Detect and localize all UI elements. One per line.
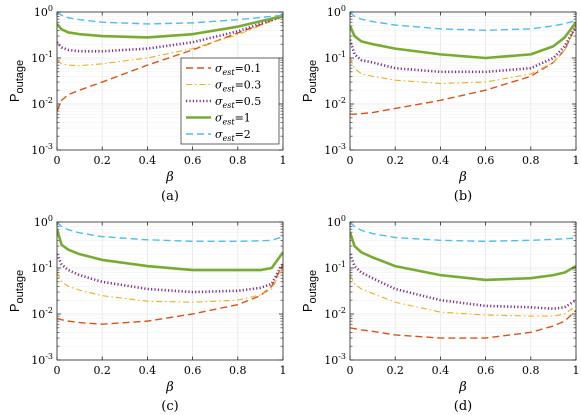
series-line-2 — [350, 25, 576, 84]
x-tick-label: 0.8 — [229, 154, 247, 167]
y-tick-label: 10-1 — [31, 260, 53, 275]
series-line-1 — [350, 25, 576, 115]
panel-caption: (a) — [161, 189, 179, 204]
x-tick-label: 1 — [573, 154, 580, 167]
y-tick-label: 10-1 — [31, 50, 53, 65]
y-tick-label: 100 — [34, 214, 53, 229]
series-line-4 — [350, 231, 576, 282]
y-tick-label: 10-3 — [31, 142, 53, 157]
plot-area — [350, 222, 576, 360]
chart-panel-c: 0 0.2 0.4 0.6 0.8 1 100 10-1 10-2 10-3 β Poutage (c) — [7, 214, 287, 414]
x-tick-label: 0 — [54, 154, 61, 167]
legend-entry: σest=0.3 — [215, 79, 261, 94]
series-line-5 — [57, 222, 283, 243]
y-tick-label: 10-1 — [324, 50, 346, 65]
series-line-3 — [350, 253, 576, 311]
y-tick-label: 100 — [327, 4, 346, 19]
x-tick-label: 0.8 — [522, 154, 540, 167]
y-tick-label: 100 — [34, 4, 53, 19]
x-tick-label: 0.6 — [184, 154, 202, 167]
x-tick-label: 0 — [347, 154, 354, 167]
legend-entry: σest=2 — [215, 128, 251, 143]
y-tick-label: 10-3 — [31, 352, 53, 367]
x-axis-label: β — [165, 170, 174, 185]
series-line-4 — [57, 14, 283, 39]
series-line-5 — [350, 222, 576, 243]
x-tick-label: 0.4 — [432, 154, 450, 167]
y-tick-label: 10-2 — [31, 306, 53, 321]
y-tick-label: 10-3 — [324, 352, 346, 367]
y-tick-label: 10-2 — [324, 306, 346, 321]
series-line-1 — [57, 15, 283, 112]
chart-panel-b: 0 0.2 0.4 0.6 0.8 1 100 10-1 10-2 10-3 β Poutage (b) — [300, 4, 580, 204]
x-tick-label: 0.4 — [139, 364, 157, 377]
x-tick-label: 1 — [280, 154, 287, 167]
x-tick-label: 0.8 — [522, 364, 540, 377]
plot-area — [350, 12, 576, 150]
axes-box — [56, 11, 284, 151]
series-line-3 — [57, 253, 283, 294]
x-axis-label: β — [165, 380, 174, 395]
y-axis-label: Poutage — [300, 60, 319, 102]
y-tick-label: 10-2 — [324, 96, 346, 111]
y-axis-label: Poutage — [300, 270, 319, 312]
x-tick-label: 1 — [280, 364, 287, 377]
series-line-1 — [350, 309, 576, 339]
x-tick-label: 0 — [54, 364, 61, 377]
x-tick-label: 1 — [573, 364, 580, 377]
series-line-2 — [57, 267, 283, 303]
axes-box — [349, 221, 577, 361]
legend-entry: σest=1 — [215, 112, 251, 127]
legend-entry: σest=0.5 — [215, 95, 261, 110]
series-line-2 — [350, 274, 576, 317]
x-tick-label: 0.2 — [93, 364, 111, 377]
x-tick-label: 0.6 — [477, 154, 495, 167]
plot-area — [57, 222, 283, 360]
x-tick-label: 0.4 — [139, 154, 157, 167]
x-axis-label: β — [458, 170, 467, 185]
panel-caption: (b) — [454, 189, 472, 204]
chart-panel-d: 0 0.2 0.4 0.6 0.8 1 100 10-1 10-2 10-3 β Poutage (d) — [300, 214, 580, 414]
x-tick-label: 0.2 — [386, 364, 404, 377]
panel-caption: (d) — [454, 399, 472, 414]
panel-caption: (c) — [161, 399, 178, 414]
y-tick-label: 10-3 — [324, 142, 346, 157]
x-tick-label: 0.8 — [229, 364, 247, 377]
x-axis-label: β — [458, 380, 467, 395]
y-tick-label: 10-2 — [31, 96, 53, 111]
x-tick-label: 0 — [347, 364, 354, 377]
series-line-3 — [57, 15, 283, 53]
axes-box — [56, 221, 284, 361]
y-tick-label: 10-1 — [324, 260, 346, 275]
series-line-5 — [350, 12, 576, 32]
x-tick-label: 0.2 — [93, 154, 111, 167]
series-line-4 — [350, 21, 576, 60]
chart-panel-a: 0 0.2 0.4 0.6 0.8 1 100 10-1 10-2 10-3 β Poutage (a)… — [7, 4, 287, 204]
y-axis-label: Poutage — [7, 270, 26, 312]
x-tick-label: 0.6 — [477, 364, 495, 377]
series-line-4 — [57, 228, 283, 272]
axes-box — [349, 11, 577, 151]
legend-entry: σest=0.1 — [215, 62, 261, 77]
y-tick-label: 100 — [327, 214, 346, 229]
series-line-3 — [350, 25, 576, 74]
y-axis-label: Poutage — [7, 60, 26, 102]
x-tick-label: 0.6 — [184, 364, 202, 377]
x-tick-label: 0.2 — [386, 154, 404, 167]
x-tick-label: 0.4 — [432, 364, 450, 377]
series-line-5 — [57, 12, 283, 25]
